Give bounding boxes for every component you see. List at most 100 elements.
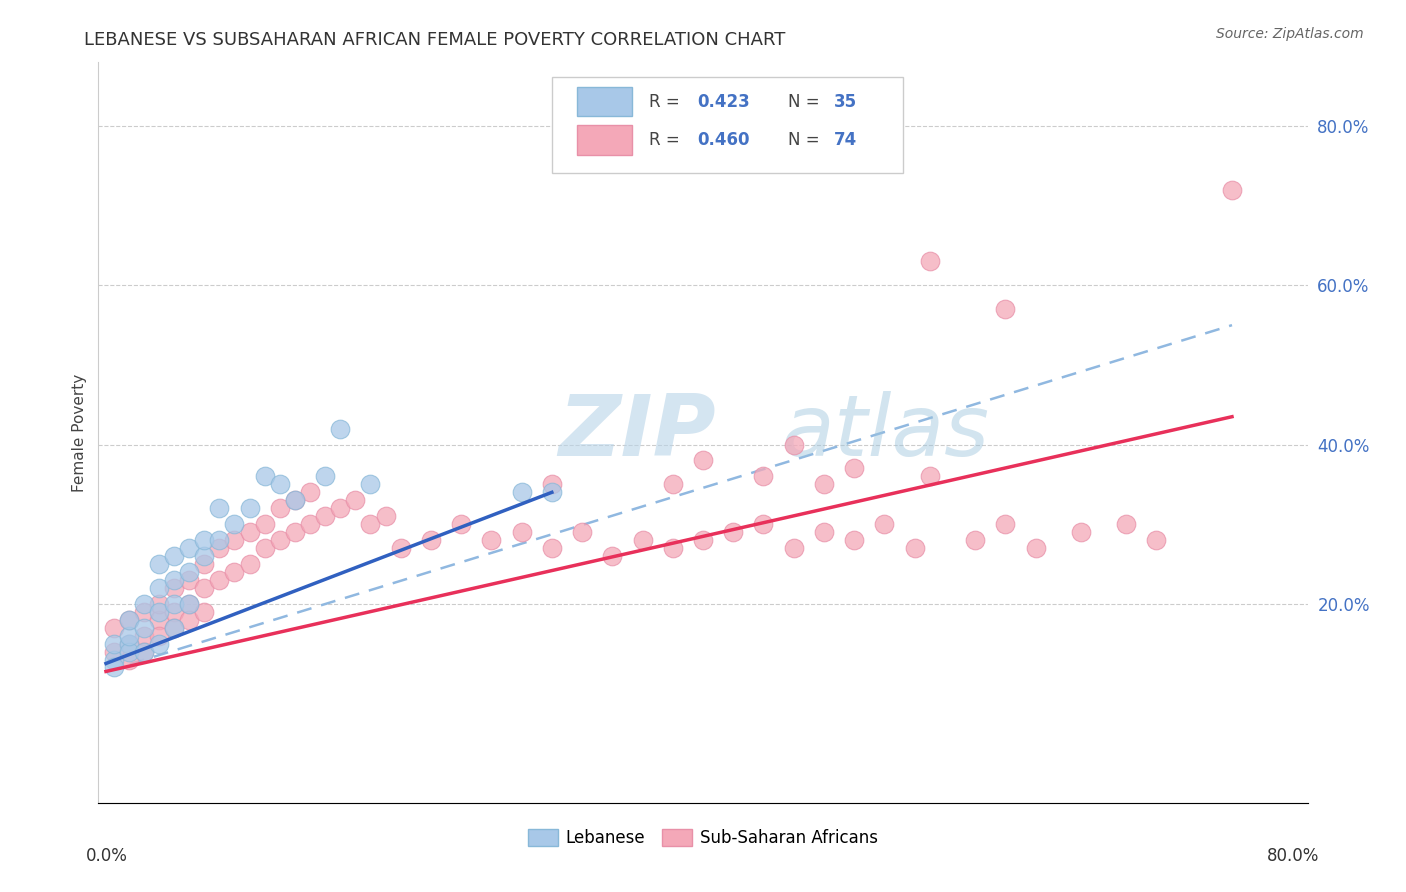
- Point: [148, 605, 170, 619]
- Point: [163, 597, 186, 611]
- Point: [179, 597, 201, 611]
- Point: [374, 509, 396, 524]
- Point: [132, 644, 155, 658]
- Point: [481, 533, 503, 547]
- Legend: Lebanese, Sub-Saharan Africans: Lebanese, Sub-Saharan Africans: [520, 822, 886, 854]
- Point: [510, 485, 533, 500]
- Point: [360, 517, 382, 532]
- Point: [132, 605, 155, 619]
- Point: [163, 573, 186, 587]
- Point: [450, 517, 472, 532]
- Point: [132, 644, 155, 658]
- Point: [631, 533, 654, 547]
- Point: [329, 501, 352, 516]
- Point: [239, 501, 262, 516]
- Point: [844, 533, 866, 547]
- Point: [692, 453, 714, 467]
- Point: [783, 541, 806, 555]
- Point: [253, 517, 276, 532]
- Text: 35: 35: [834, 93, 856, 111]
- Point: [314, 509, 336, 524]
- Text: N =: N =: [787, 131, 824, 149]
- Bar: [578, 126, 631, 155]
- Point: [208, 501, 231, 516]
- Point: [179, 541, 201, 555]
- Point: [118, 629, 141, 643]
- Text: R =: R =: [648, 93, 685, 111]
- Point: [344, 493, 367, 508]
- Point: [602, 549, 624, 563]
- Bar: [578, 87, 631, 117]
- Point: [269, 477, 291, 491]
- Point: [193, 605, 215, 619]
- Text: N =: N =: [787, 93, 824, 111]
- Point: [540, 477, 562, 491]
- Point: [103, 621, 125, 635]
- Point: [118, 637, 141, 651]
- Point: [329, 422, 352, 436]
- Text: 74: 74: [834, 131, 856, 149]
- Point: [571, 525, 593, 540]
- Point: [813, 525, 835, 540]
- Point: [284, 493, 307, 508]
- Point: [224, 533, 246, 547]
- Point: [1115, 517, 1137, 532]
- Point: [284, 493, 307, 508]
- Point: [269, 533, 291, 547]
- Point: [994, 302, 1017, 317]
- Point: [179, 597, 201, 611]
- Point: [148, 613, 170, 627]
- Y-axis label: Female Poverty: Female Poverty: [72, 374, 87, 491]
- Point: [904, 541, 927, 555]
- Point: [873, 517, 896, 532]
- Point: [193, 581, 215, 595]
- Point: [253, 469, 276, 483]
- Text: ZIP: ZIP: [558, 391, 716, 475]
- Point: [783, 437, 806, 451]
- Point: [118, 613, 141, 627]
- Point: [540, 541, 562, 555]
- Point: [148, 581, 170, 595]
- Point: [540, 485, 562, 500]
- Point: [179, 565, 201, 579]
- Point: [965, 533, 987, 547]
- Point: [118, 613, 141, 627]
- Point: [269, 501, 291, 516]
- Text: 80.0%: 80.0%: [1267, 847, 1320, 865]
- Point: [284, 525, 307, 540]
- Point: [420, 533, 443, 547]
- Point: [389, 541, 412, 555]
- Point: [994, 517, 1017, 532]
- Point: [132, 597, 155, 611]
- Point: [118, 644, 141, 658]
- Point: [103, 660, 125, 674]
- Text: 0.0%: 0.0%: [86, 847, 128, 865]
- Point: [208, 533, 231, 547]
- Text: Source: ZipAtlas.com: Source: ZipAtlas.com: [1216, 27, 1364, 41]
- Point: [918, 469, 941, 483]
- Point: [752, 469, 775, 483]
- Point: [132, 621, 155, 635]
- Point: [148, 597, 170, 611]
- Point: [918, 254, 941, 268]
- Point: [239, 557, 262, 571]
- Point: [163, 581, 186, 595]
- Point: [179, 573, 201, 587]
- Point: [661, 541, 683, 555]
- Point: [208, 573, 231, 587]
- Point: [148, 557, 170, 571]
- Point: [661, 477, 683, 491]
- Point: [752, 517, 775, 532]
- Point: [163, 605, 186, 619]
- Point: [193, 557, 215, 571]
- Point: [299, 485, 322, 500]
- Point: [103, 637, 125, 651]
- Point: [1024, 541, 1046, 555]
- Point: [118, 637, 141, 651]
- Point: [844, 461, 866, 475]
- Point: [224, 517, 246, 532]
- Point: [723, 525, 745, 540]
- Point: [1070, 525, 1092, 540]
- Point: [510, 525, 533, 540]
- Point: [813, 477, 835, 491]
